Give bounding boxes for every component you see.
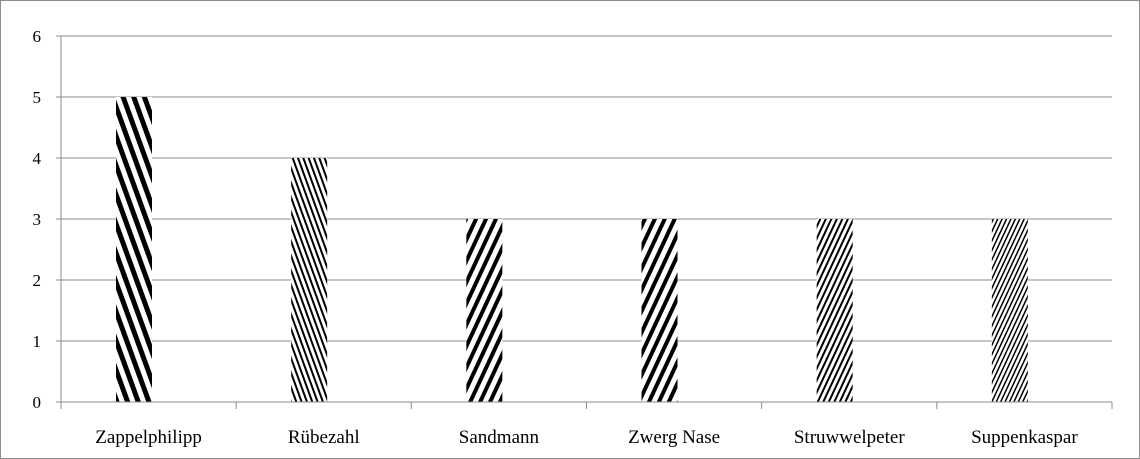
x-category-label: Sandmann <box>459 427 540 448</box>
bar-zwerg-nase <box>641 219 678 402</box>
y-tick-label: 5 <box>33 88 42 107</box>
x-category-label: Struwwelpeter <box>794 427 905 448</box>
y-tick-label: 2 <box>33 271 42 290</box>
bar-suppenkaspar <box>991 219 1028 402</box>
x-category-label: Rübezahl <box>288 427 360 448</box>
y-tick-label: 1 <box>33 332 42 351</box>
gridlines <box>61 35 1112 342</box>
axes <box>56 35 1113 409</box>
bars <box>116 97 1028 402</box>
x-category-label: Suppenkaspar <box>971 427 1078 448</box>
bar-sandmann <box>466 219 503 402</box>
y-tick-label: 0 <box>33 393 42 412</box>
y-tick-label: 3 <box>33 210 42 229</box>
bar-zappelphilipp <box>116 97 152 402</box>
bar-r-bezahl <box>291 158 328 402</box>
bar-struwwelpeter <box>816 219 853 402</box>
x-category-label: Zappelphilipp <box>95 427 202 448</box>
labels: 0 1 2 3 4 5 6 Zappelphilipp Rübezahl Sandmann Zwer… <box>33 27 1079 448</box>
y-tick-label: 6 <box>33 27 42 46</box>
y-tick-label: 4 <box>33 149 42 168</box>
x-category-label: Zwerg Nase <box>628 427 720 448</box>
